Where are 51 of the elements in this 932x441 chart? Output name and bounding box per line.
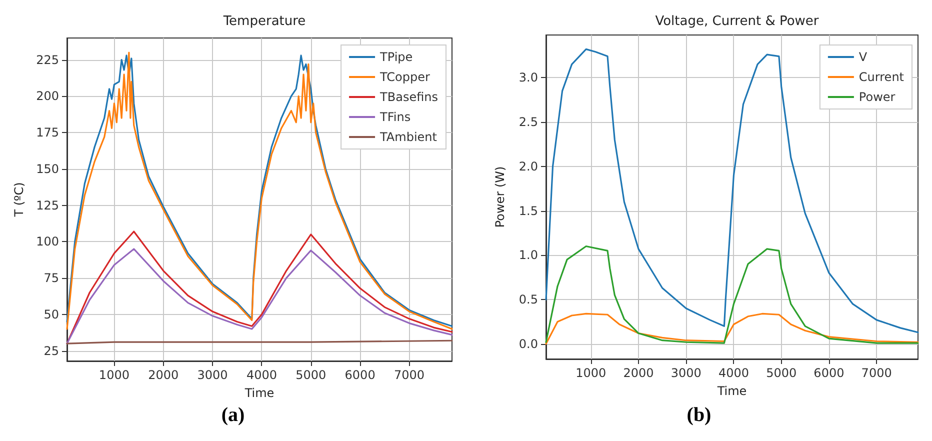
x-tick-label: 6000 [814, 366, 844, 380]
text: (b) [686, 404, 712, 426]
legend-label: TBasefins [379, 90, 438, 104]
legend-label: TFins [379, 110, 411, 124]
legend-label: Power [858, 90, 896, 104]
legend-label: Current [858, 70, 904, 84]
chart-title: Temperature [222, 14, 306, 29]
x-tick-label: 4000 [246, 368, 277, 382]
y-axis-title: T (ºC) [12, 182, 26, 218]
x-tick-label: 3000 [670, 366, 702, 380]
y-tick-label: 1.5 [518, 204, 538, 218]
legend-label: TAmbient [379, 130, 438, 144]
x-tick-label: 1000 [98, 368, 130, 382]
legend-label: V [858, 50, 868, 64]
x-tick-label: 5000 [766, 366, 797, 380]
x-axis-title: Time [716, 384, 747, 398]
y-tick-label: 150 [36, 162, 59, 176]
y-tick-label: 100 [36, 234, 59, 249]
y-tick-label: 1.0 [518, 248, 538, 262]
x-tick-label: 1000 [576, 366, 606, 380]
legend-label: TCopper [379, 70, 430, 84]
y-tick-label: 3.0 [518, 70, 538, 85]
line-series [545, 312, 919, 345]
line-series [66, 248, 453, 344]
y-tick-label: 0.0 [518, 336, 538, 351]
y-tick-label: 125 [36, 198, 59, 212]
y-tick-label: 2.5 [518, 114, 538, 129]
x-tick-label: 3000 [197, 368, 228, 382]
text: (a) [221, 404, 245, 426]
x-tick-label: 6000 [344, 368, 376, 382]
line-series [66, 230, 453, 344]
y-tick-label: 175 [36, 126, 59, 140]
line-series [545, 245, 919, 344]
line-series [545, 48, 919, 334]
x-tick-label: 5000 [296, 368, 326, 382]
x-tick-label: 2000 [148, 368, 179, 382]
y-tick-label: 50 [44, 307, 59, 322]
y-tick-label: 25 [44, 344, 59, 358]
x-tick-label: 7000 [861, 366, 892, 380]
y-axis-title: Power (W) [493, 166, 507, 228]
legend-label: TPipe [379, 50, 413, 64]
y-tick-label: 200 [36, 89, 59, 104]
x-axis-title: Time [244, 386, 274, 400]
x-tick-label: 7000 [394, 368, 424, 382]
y-tick-label: 0.5 [518, 292, 538, 307]
y-tick-label: 225 [36, 52, 59, 67]
y-tick-label: 75 [44, 271, 59, 286]
y-tick-label: 2.0 [518, 159, 538, 174]
chart-title: Voltage, Current & Power [655, 14, 820, 29]
x-tick-label: 4000 [718, 366, 749, 380]
x-tick-label: 2000 [623, 366, 654, 380]
